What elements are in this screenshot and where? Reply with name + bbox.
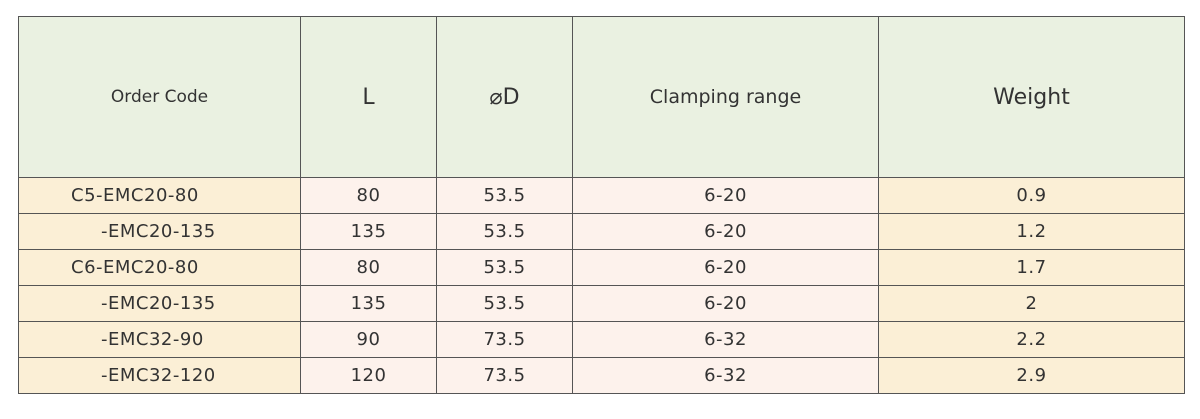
clamping-range-cell: 6-32 [572,357,879,394]
order-code-cell: -EMC20-135 [18,213,301,250]
table-row: C5-EMC20-80 80 53.5 6-20 0.9 [18,177,1185,214]
clamping-range-cell: 6-20 [572,249,879,286]
diameter-cell: 53.5 [436,177,573,214]
order-code-cell: C5-EMC20-80 [18,177,301,214]
table-row: -EMC32-90 90 73.5 6-32 2.2 [18,321,1185,358]
order-code-cell: C6-EMC20-80 [18,249,301,286]
diameter-cell: 53.5 [436,213,573,250]
length-cell: 90 [300,321,437,358]
weight-cell: 2.2 [878,321,1185,358]
weight-cell: 1.2 [878,213,1185,250]
header-diameter: ⌀D [436,16,573,178]
diameter-cell: 53.5 [436,285,573,322]
header-order-code: Order Code [18,16,301,178]
clamping-range-cell: 6-20 [572,177,879,214]
header-weight: Weight [878,16,1185,178]
order-code-cell: -EMC20-135 [18,285,301,322]
weight-cell: 2.9 [878,357,1185,394]
table-row: -EMC20-135 135 53.5 6-20 2 [18,285,1185,322]
length-cell: 80 [300,177,437,214]
header-length: L [300,16,437,178]
order-code-cell: -EMC32-120 [18,357,301,394]
table-row: -EMC20-135 135 53.5 6-20 1.2 [18,213,1185,250]
length-cell: 120 [300,357,437,394]
weight-cell: 0.9 [878,177,1185,214]
table-row: -EMC32-120 120 73.5 6-32 2.9 [18,357,1185,394]
length-cell: 135 [300,285,437,322]
length-cell: 135 [300,213,437,250]
spec-table: Order Code L ⌀D Clamping range Weight C5… [18,16,1185,394]
clamping-range-cell: 6-32 [572,321,879,358]
diameter-cell: 53.5 [436,249,573,286]
order-code-cell: -EMC32-90 [18,321,301,358]
diameter-cell: 73.5 [436,357,573,394]
weight-cell: 2 [878,285,1185,322]
table-row: C6-EMC20-80 80 53.5 6-20 1.7 [18,249,1185,286]
weight-cell: 1.7 [878,249,1185,286]
clamping-range-cell: 6-20 [572,213,879,250]
header-row: Order Code L ⌀D Clamping range Weight [18,16,1185,178]
clamping-range-cell: 6-20 [572,285,879,322]
length-cell: 80 [300,249,437,286]
header-clamping-range: Clamping range [572,16,879,178]
diameter-cell: 73.5 [436,321,573,358]
